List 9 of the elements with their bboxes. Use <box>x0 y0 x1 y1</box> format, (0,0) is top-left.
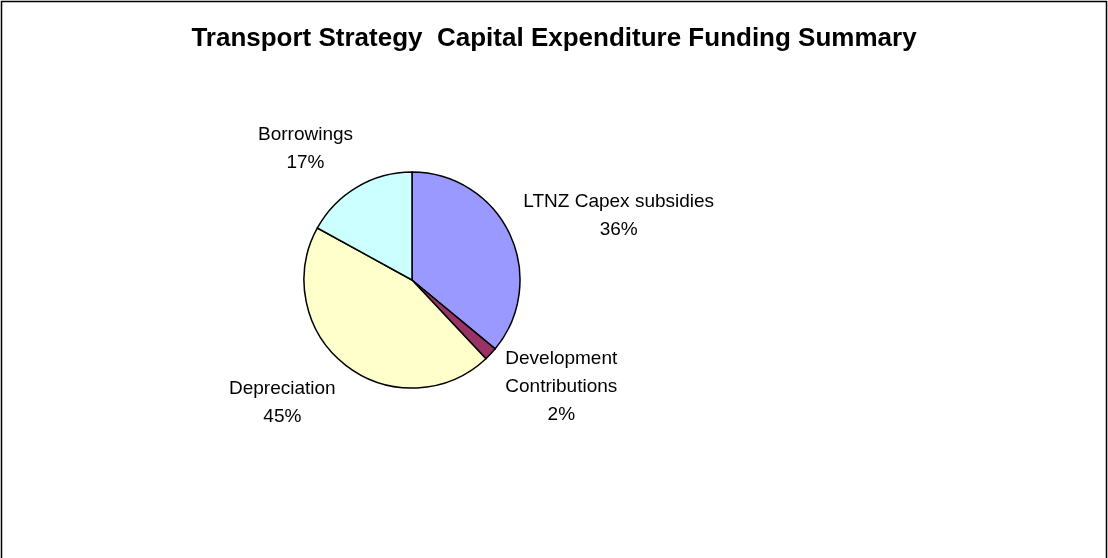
slice-label: Depreciation <box>229 377 336 399</box>
slice-label: Borrowings <box>257 123 354 145</box>
slice-label: LTNZ Capex subsidies <box>523 190 715 212</box>
data-label: 45% <box>263 405 302 427</box>
chart-title: Transport Strategy Capital Expenditure Funding Summary <box>191 22 918 52</box>
data-label: 17% <box>286 151 325 173</box>
data-label: 36% <box>599 218 638 240</box>
data-label: 2% <box>547 403 576 425</box>
slice-label: Development Contributions <box>505 347 618 397</box>
